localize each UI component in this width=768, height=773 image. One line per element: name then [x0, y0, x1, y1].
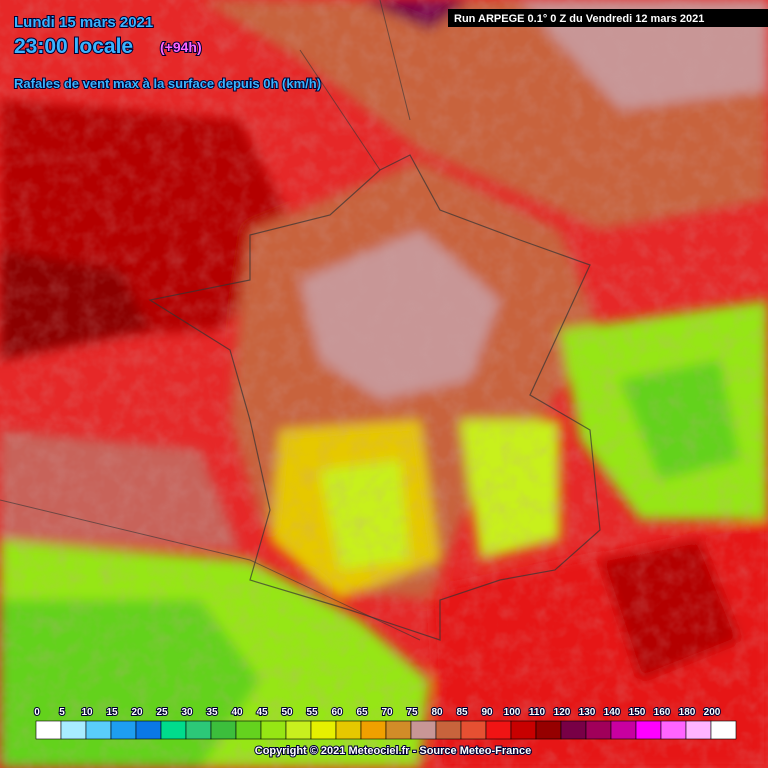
run-info: Run ARPEGE 0.1° 0 Z du Vendredi 12 mars …: [454, 13, 704, 25]
legend-label: 25: [156, 707, 168, 718]
legend-swatch: [285, 720, 312, 740]
legend-swatch: [460, 720, 487, 740]
legend-label: 10: [81, 707, 93, 718]
legend-swatch: [410, 720, 437, 740]
legend-swatch: [685, 720, 712, 740]
legend-label: 160: [654, 707, 671, 718]
legend-swatch: [710, 720, 737, 740]
legend-swatch: [185, 720, 212, 740]
legend-swatch: [610, 720, 637, 740]
legend-swatch: [510, 720, 537, 740]
legend-label: 0: [34, 707, 40, 718]
legend-label: 130: [579, 707, 596, 718]
legend-swatch: [385, 720, 412, 740]
legend-label: 70: [381, 707, 393, 718]
legend-label: 30: [181, 707, 193, 718]
legend-label: 65: [356, 707, 368, 718]
lead-time: (+94h): [160, 39, 202, 55]
legend-label: 150: [629, 707, 646, 718]
legend-swatch: [260, 720, 287, 740]
legend-label: 90: [481, 707, 493, 718]
subtitle: Rafales de vent max à la surface depuis …: [14, 76, 321, 91]
legend: 0 5 10 15 20 25 30 35 40 45 50 55 60 65 70 75 80 85 90 100 1…: [33, 706, 737, 740]
legend-label: 50: [281, 707, 293, 718]
legend-label: 80: [431, 707, 443, 718]
legend-label: 100: [504, 707, 521, 718]
legend-swatch: [535, 720, 562, 740]
legend-swatch: [360, 720, 387, 740]
legend-swatch: [435, 720, 462, 740]
legend-swatch: [660, 720, 687, 740]
time: 23:00 locale: [14, 35, 133, 58]
legend-label: 45: [256, 707, 268, 718]
legend-swatch: [60, 720, 87, 740]
legend-label: 75: [406, 707, 418, 718]
date: Lundi 15 mars 2021: [14, 14, 153, 31]
legend-swatch: [135, 720, 162, 740]
legend-label: 85: [456, 707, 468, 718]
legend-swatch: [635, 720, 662, 740]
legend-label: 200: [704, 707, 721, 718]
legend-label: 140: [604, 707, 621, 718]
legend-label: 15: [106, 707, 118, 718]
copyright: Copyright © 2021 Meteociel.fr - Source M…: [255, 745, 531, 757]
legend-swatch: [560, 720, 587, 740]
legend-swatch: [585, 720, 612, 740]
legend-swatch: [160, 720, 187, 740]
legend-label: 35: [206, 707, 218, 718]
run-banner: [448, 9, 768, 27]
legend-label: 120: [554, 707, 571, 718]
legend-swatch: [235, 720, 262, 740]
legend-label: 60: [331, 707, 343, 718]
legend-label: 5: [59, 707, 65, 718]
legend-swatch: [210, 720, 237, 740]
legend-swatch: [485, 720, 512, 740]
legend-swatch: [110, 720, 137, 740]
legend-swatch: [85, 720, 112, 740]
legend-swatch: [310, 720, 337, 740]
legend-label: 20: [131, 707, 143, 718]
legend-swatch: [35, 720, 62, 740]
legend-swatch: [335, 720, 362, 740]
legend-label: 55: [306, 707, 318, 718]
legend-label: 40: [231, 707, 243, 718]
legend-label: 180: [679, 707, 696, 718]
legend-label: 110: [529, 707, 546, 718]
